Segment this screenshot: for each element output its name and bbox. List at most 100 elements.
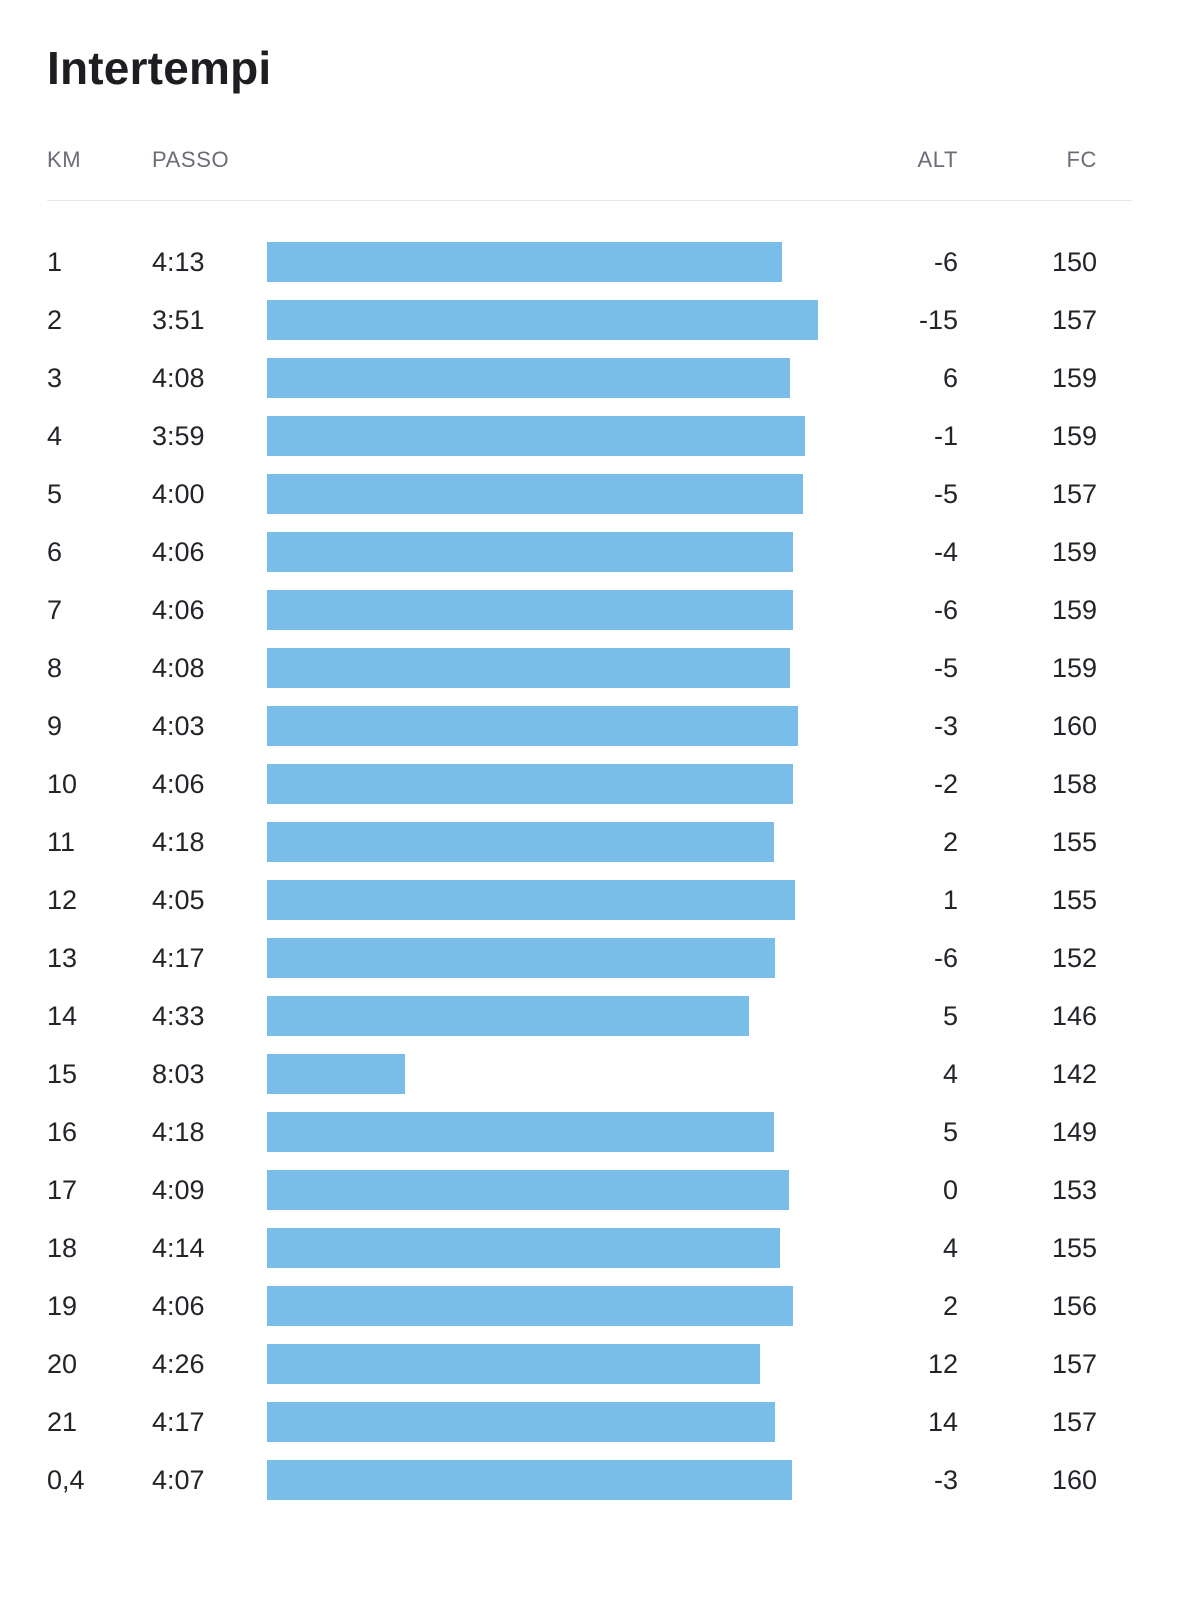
pace-bar (267, 1402, 776, 1442)
fc-cell: 159 (1051, 594, 1097, 625)
splits-rows: 1 4:13 -6 150 2 3:51 -15 157 3 4:08 6 1 (47, 233, 1132, 1509)
alt-cell: 1 (942, 884, 958, 915)
km-cell: 18 (47, 1232, 78, 1263)
alt-cell: -5 (933, 478, 958, 509)
table-row: 6 4:06 -4 159 (47, 523, 1132, 581)
fc-cell: 160 (1051, 1464, 1097, 1495)
fc-cell: 150 (1051, 246, 1097, 277)
km-cell: 6 (47, 536, 63, 567)
table-row: 5 4:00 -5 157 (47, 465, 1132, 523)
table-row: 13 4:17 -6 152 (47, 929, 1132, 987)
alt-cell: 2 (942, 826, 958, 857)
km-cell: 7 (47, 594, 63, 625)
table-row: 9 4:03 -3 160 (47, 697, 1132, 755)
pace-bar-track (267, 764, 822, 804)
table-row: 12 4:05 1 155 (47, 871, 1132, 929)
table-row: 18 4:14 4 155 (47, 1219, 1132, 1277)
km-cell: 21 (47, 1406, 78, 1437)
pace-bar (267, 590, 794, 630)
pace-bar (267, 416, 805, 456)
pace-bar (267, 1344, 761, 1384)
pace-cell: 4:06 (152, 768, 205, 799)
pace-cell: 4:13 (152, 246, 205, 277)
fc-cell: 155 (1051, 826, 1097, 857)
pace-bar-track (267, 590, 822, 630)
table-row: 2 3:51 -15 157 (47, 291, 1132, 349)
km-cell: 1 (47, 246, 63, 277)
pace-cell: 4:06 (152, 536, 205, 567)
alt-cell: 4 (942, 1232, 958, 1263)
pace-bar-track (267, 880, 822, 920)
pace-bar-track (267, 1460, 822, 1500)
pace-bar-track (267, 474, 822, 514)
pace-bar-track (267, 358, 822, 398)
pace-bar-track (267, 996, 822, 1036)
pace-bar-track (267, 822, 822, 862)
pace-bar-track (267, 1112, 822, 1152)
pace-bar-track (267, 1054, 822, 1094)
header-km: KM (47, 147, 82, 172)
fc-cell: 159 (1051, 362, 1097, 393)
pace-cell: 4:08 (152, 362, 205, 393)
alt-cell: 0 (942, 1174, 958, 1205)
pace-cell: 4:33 (152, 1000, 205, 1031)
pace-bar (267, 1112, 774, 1152)
pace-bar (267, 648, 791, 688)
alt-cell: -15 (918, 304, 958, 335)
fc-cell: 155 (1051, 884, 1097, 915)
fc-cell: 159 (1051, 420, 1097, 451)
pace-bar-track (267, 242, 822, 282)
pace-cell: 4:05 (152, 884, 205, 915)
pace-bar-track (267, 532, 822, 572)
km-cell: 16 (47, 1116, 78, 1147)
pace-cell: 4:17 (152, 1406, 205, 1437)
pace-cell: 4:14 (152, 1232, 205, 1263)
table-row: 0,4 4:07 -3 160 (47, 1451, 1132, 1509)
pace-bar (267, 532, 794, 572)
table-header: KM PASSO ALT FC (47, 146, 1132, 201)
table-row: 16 4:18 5 149 (47, 1103, 1132, 1161)
table-row: 8 4:08 -5 159 (47, 639, 1132, 697)
pace-cell: 4:26 (152, 1348, 205, 1379)
pace-bar (267, 1286, 794, 1326)
pace-bar-track (267, 648, 822, 688)
header-fc: FC (1066, 147, 1097, 172)
km-cell: 14 (47, 1000, 78, 1031)
alt-cell: -6 (933, 942, 958, 973)
pace-cell: 4:03 (152, 710, 205, 741)
pace-bar (267, 764, 794, 804)
km-cell: 8 (47, 652, 63, 683)
alt-cell: -5 (933, 652, 958, 683)
alt-cell: 12 (927, 1348, 958, 1379)
km-cell: 0,4 (47, 1464, 85, 1495)
alt-cell: -1 (933, 420, 958, 451)
table-row: 4 3:59 -1 159 (47, 407, 1132, 465)
fc-cell: 149 (1051, 1116, 1097, 1147)
header-passo: PASSO (152, 147, 230, 172)
pace-cell: 4:18 (152, 826, 205, 857)
pace-cell: 4:07 (152, 1464, 205, 1495)
km-cell: 9 (47, 710, 63, 741)
pace-bar-track (267, 300, 822, 340)
table-row: 14 4:33 5 146 (47, 987, 1132, 1045)
table-row: 10 4:06 -2 158 (47, 755, 1132, 813)
km-cell: 19 (47, 1290, 78, 1321)
fc-cell: 157 (1051, 1406, 1097, 1437)
pace-bar-track (267, 1170, 822, 1210)
page-title: Intertempi (47, 42, 272, 94)
alt-cell: 5 (942, 1116, 958, 1147)
table-row: 1 4:13 -6 150 (47, 233, 1132, 291)
alt-cell: 2 (942, 1290, 958, 1321)
fc-cell: 158 (1051, 768, 1097, 799)
km-cell: 12 (47, 884, 78, 915)
km-cell: 17 (47, 1174, 78, 1205)
alt-cell: -6 (933, 594, 958, 625)
alt-cell: 4 (942, 1058, 958, 1089)
pace-bar-track (267, 1344, 822, 1384)
header-alt: ALT (917, 147, 958, 172)
pace-cell: 4:06 (152, 594, 205, 625)
fc-cell: 160 (1051, 710, 1097, 741)
pace-bar (267, 358, 791, 398)
pace-bar (267, 880, 795, 920)
alt-cell: -3 (933, 1464, 958, 1495)
